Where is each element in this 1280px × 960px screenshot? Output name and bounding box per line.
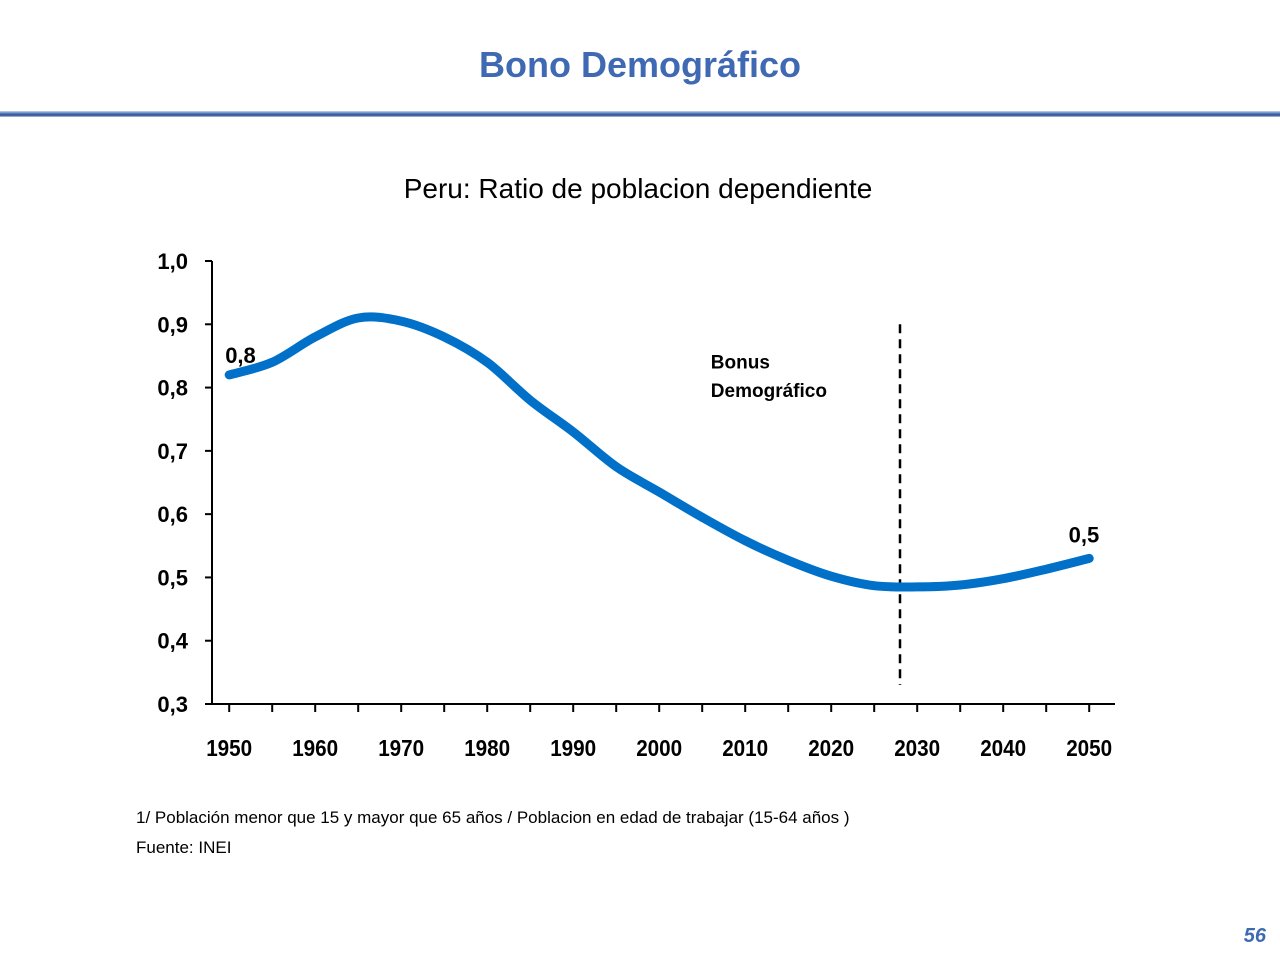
dependency-ratio-line — [224, 312, 1094, 592]
data-label-start: 0,8 — [225, 343, 256, 368]
chart-ticks: 1,0 0,9 0,8 0,7 0,6 0,5 0,4 0,3 1950 1960 1970 1980… — [157, 249, 1112, 761]
title-divider — [0, 111, 1280, 117]
x-tick-label: 2000 — [636, 735, 682, 761]
x-tick-label: 2020 — [808, 735, 854, 761]
y-tick-label: 0,8 — [157, 376, 188, 401]
x-tick-label: 1970 — [378, 735, 424, 761]
x-tick-label: 1960 — [292, 735, 338, 761]
data-label-end: 0,5 — [1069, 522, 1100, 547]
x-tick-label: 2040 — [980, 735, 1026, 761]
slide-title: Bono Demográfico — [478, 44, 801, 85]
x-tick-label: 1990 — [550, 735, 596, 761]
y-tick-label: 0,6 — [157, 502, 188, 527]
bonus-label-line1: Bonus — [711, 353, 770, 374]
x-tick-label: 2030 — [894, 735, 940, 761]
y-tick-label: 0,3 — [157, 692, 188, 717]
chart-axes — [211, 261, 1115, 705]
y-tick-label: 1,0 — [157, 249, 188, 274]
y-tick-label: 0,7 — [157, 439, 188, 464]
chart-annotations: 0,8 0,5 Bonus Demográfico — [225, 343, 1099, 548]
footnote-definition: 1/ Población menor que 15 y mayor que 65… — [136, 808, 850, 827]
chart-series — [224, 312, 1094, 686]
y-tick-label: 0,9 — [157, 312, 188, 337]
chart-title: Peru: Ratio de poblacion dependiente — [404, 173, 873, 204]
x-tick-label: 2050 — [1066, 735, 1112, 761]
bonus-label-line2: Demográfico — [711, 381, 827, 402]
y-tick-label: 0,5 — [157, 565, 188, 590]
x-tick-label: 1950 — [206, 735, 252, 761]
y-tick-label: 0,4 — [157, 629, 188, 654]
x-tick-label: 1980 — [464, 735, 510, 761]
footnote-source: Fuente: INEI — [136, 838, 232, 857]
x-tick-label: 2010 — [722, 735, 768, 761]
page-number: 56 — [1243, 925, 1266, 947]
